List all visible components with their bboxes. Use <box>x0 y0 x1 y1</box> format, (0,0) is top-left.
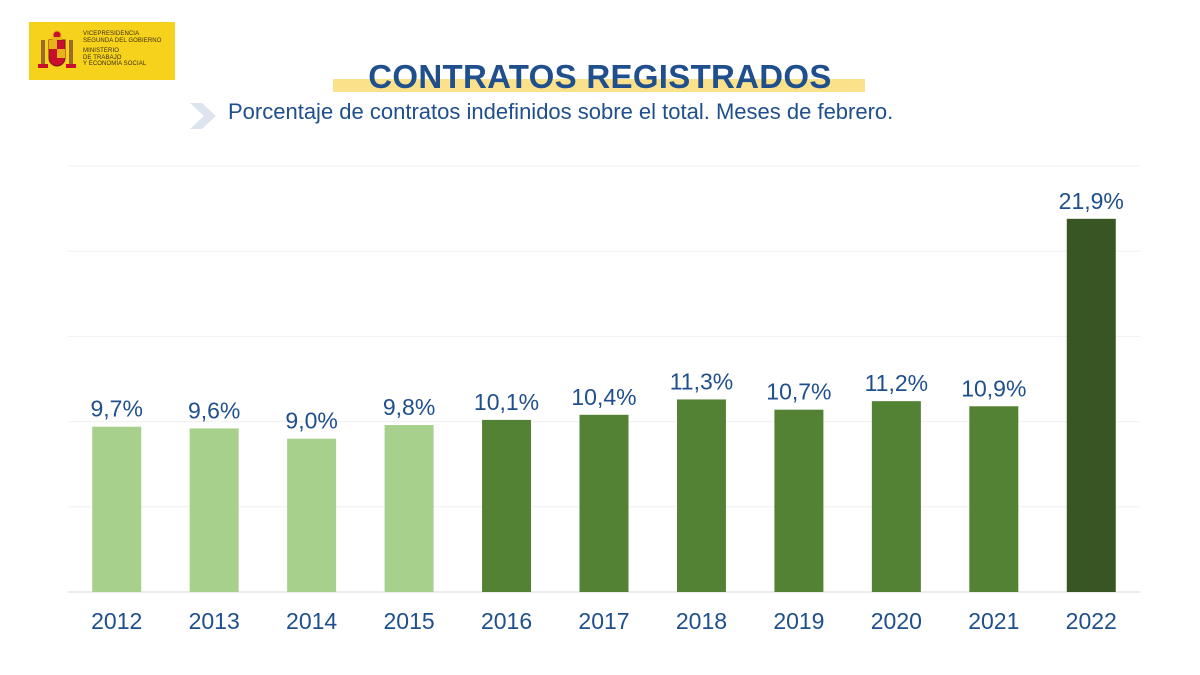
page-title: CONTRATOS REGISTRADOS <box>368 58 832 95</box>
x-tick-2014: 2014 <box>286 608 337 634</box>
x-tick-2015: 2015 <box>384 608 435 634</box>
data-label-2016: 10,1% <box>474 389 539 415</box>
x-tick-2018: 2018 <box>676 608 727 634</box>
coat-of-arms-icon <box>38 30 76 68</box>
logo-line: SEGUNDA DEL GOBIERNO <box>83 37 162 44</box>
bar-2020 <box>871 401 921 592</box>
bar-2016 <box>482 419 532 592</box>
title-block: CONTRATOS REGISTRADOS <box>0 56 1200 102</box>
chevron-right-icon <box>190 103 216 129</box>
data-label-2015: 9,8% <box>383 394 435 420</box>
logo-line: DE TRABAJO <box>83 54 122 61</box>
x-tick-2016: 2016 <box>481 608 532 634</box>
bar-2022 <box>1066 218 1116 592</box>
data-label-2018: 11,3% <box>670 368 734 394</box>
bar-2017 <box>579 414 629 592</box>
data-label-2019: 10,7% <box>766 379 831 405</box>
x-tick-2022: 2022 <box>1066 608 1117 634</box>
bar-2013 <box>189 428 239 592</box>
bar-2021 <box>969 406 1019 592</box>
title-highlight-bar <box>333 79 865 92</box>
data-label-2017: 10,4% <box>571 384 636 410</box>
x-tick-2020: 2020 <box>871 608 922 634</box>
x-tick-2021: 2021 <box>968 608 1019 634</box>
bar-2018 <box>676 399 726 592</box>
chart-x-tick-labels: 2012 2013 2014 2015 2016 2017 2018 2019 2020 2021… <box>91 608 1117 634</box>
data-label-2014: 9,0% <box>285 408 337 434</box>
data-label-2020: 11,2% <box>865 370 929 396</box>
data-label-2022: 21,9% <box>1059 188 1124 214</box>
chart-data-labels: 9,7% 9,6% 9,0% 9,8% 10,1% 10,4% 11,3% 10,7% 11,2… <box>91 188 1124 434</box>
chart-bars <box>92 218 1116 592</box>
x-tick-2017: 2017 <box>578 608 629 634</box>
bar-2019 <box>774 409 824 592</box>
data-label-2012: 9,7% <box>91 396 143 422</box>
bar-2014 <box>287 438 337 592</box>
bar-2015 <box>384 425 434 592</box>
logo-line: MINISTERIO <box>83 48 120 55</box>
x-tick-2013: 2013 <box>189 608 240 634</box>
logo-text: VICEPRESIDENCIA SEGUNDA DEL GOBIERNO MIN… <box>83 31 173 68</box>
logo-line: Y ECONOMÍA SOCIAL <box>83 61 147 68</box>
bar-2012 <box>92 426 142 592</box>
data-label-2021: 10,9% <box>961 375 1026 401</box>
government-logo: VICEPRESIDENCIA SEGUNDA DEL GOBIERNO MIN… <box>29 22 175 80</box>
bar-chart: 9,7% 9,6% 9,0% 9,8% 10,1% 10,4% 11,3% 10,7% 11,2… <box>68 165 1140 634</box>
x-tick-2012: 2012 <box>91 608 142 634</box>
logo-line: VICEPRESIDENCIA <box>83 31 140 37</box>
data-label-2013: 9,6% <box>188 397 240 423</box>
x-tick-2019: 2019 <box>773 608 824 634</box>
page-subtitle: Porcentaje de contratos indefinidos sobr… <box>228 99 894 124</box>
